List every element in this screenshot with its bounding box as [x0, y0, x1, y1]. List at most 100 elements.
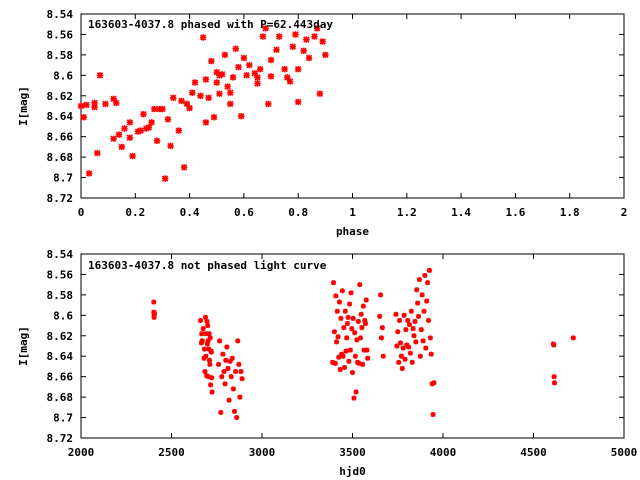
- data-point: [237, 394, 243, 400]
- data-point: [402, 356, 408, 362]
- x-tick-label: 4500: [520, 446, 547, 459]
- data-point: [259, 33, 267, 40]
- data-point: [316, 90, 324, 97]
- data-point: [284, 74, 291, 81]
- data-point: [233, 369, 239, 375]
- y-tick-label: 8.7: [53, 172, 73, 185]
- x-tick-label: 3500: [339, 446, 366, 459]
- x-tick-label: 0.2: [125, 206, 145, 219]
- data-point: [209, 389, 215, 395]
- data-point: [419, 292, 425, 298]
- data-point: [350, 315, 356, 321]
- data-point: [223, 357, 229, 363]
- data-point: [292, 31, 299, 38]
- x-tick-label: 3000: [249, 446, 276, 459]
- data-point: [235, 63, 242, 71]
- data-point: [240, 54, 248, 62]
- data-point: [347, 347, 353, 353]
- data-point: [137, 127, 144, 134]
- x-tick-label: 2: [621, 206, 628, 219]
- data-point: [203, 353, 209, 359]
- data-point: [216, 72, 223, 79]
- data-point: [358, 311, 364, 317]
- data-point: [430, 411, 436, 417]
- data-point: [121, 125, 128, 132]
- data-point: [126, 134, 134, 141]
- data-point: [180, 164, 188, 171]
- data-point: [221, 369, 227, 375]
- data-point: [213, 79, 220, 86]
- data-point: [359, 325, 365, 331]
- data-point: [397, 340, 403, 346]
- y-tick-label: 8.58: [47, 49, 74, 62]
- data-point: [352, 330, 358, 336]
- data-point: [322, 51, 329, 59]
- data-point: [395, 329, 401, 335]
- data-point: [377, 313, 383, 319]
- data-point: [273, 46, 280, 53]
- data-point: [363, 297, 369, 303]
- data-point: [348, 290, 354, 296]
- unphased-plot-title: 163603-4037.8 not phased light curve: [88, 259, 327, 272]
- data-point: [357, 282, 363, 288]
- y-tick-label: 8.58: [47, 289, 74, 302]
- phased-x-axis-label: phase: [336, 225, 369, 238]
- y-tick-label: 8.6: [53, 309, 73, 322]
- data-point: [140, 110, 147, 118]
- data-point: [357, 335, 363, 341]
- unphased-plot-ticks: 2000 2500 3000 3500 4000 4500 5000 8.54 8.56 8.58…: [47, 248, 638, 459]
- data-point: [378, 335, 384, 341]
- phased-data-points: [77, 25, 329, 182]
- data-point: [411, 333, 417, 339]
- data-point: [145, 124, 153, 131]
- data-point: [407, 322, 413, 328]
- data-point: [295, 98, 302, 106]
- data-point: [229, 74, 237, 81]
- data-point: [231, 408, 237, 414]
- data-point: [205, 338, 211, 344]
- data-point: [360, 303, 366, 309]
- data-point: [85, 170, 93, 177]
- data-point: [412, 318, 418, 324]
- y-tick-label: 8.68: [47, 391, 74, 404]
- data-point: [347, 301, 353, 307]
- data-point: [216, 90, 223, 97]
- data-point: [202, 76, 210, 83]
- data-point: [226, 397, 232, 403]
- data-point: [416, 277, 422, 283]
- x-tick-label: 2000: [68, 446, 95, 459]
- data-point: [110, 95, 117, 103]
- data-point: [126, 119, 134, 126]
- data-point: [199, 34, 207, 41]
- data-point: [275, 33, 283, 40]
- data-point: [350, 370, 355, 376]
- data-point: [221, 51, 229, 59]
- data-point: [151, 299, 157, 305]
- y-tick-label: 8.72: [47, 192, 74, 205]
- data-point: [80, 114, 87, 121]
- data-point: [379, 325, 385, 331]
- data-point: [415, 300, 421, 306]
- phased-y-axis-label: I[mag]: [17, 86, 30, 126]
- data-point: [355, 318, 361, 324]
- data-point: [204, 318, 210, 324]
- data-point: [218, 409, 224, 415]
- data-point: [431, 380, 437, 386]
- data-point: [281, 66, 288, 73]
- data-point: [115, 131, 123, 138]
- y-tick-label: 8.68: [47, 151, 74, 164]
- data-point: [243, 72, 250, 79]
- data-point: [83, 101, 90, 109]
- data-point: [203, 331, 209, 337]
- data-point: [238, 369, 244, 375]
- data-point: [213, 69, 220, 76]
- y-tick-label: 8.66: [47, 131, 74, 144]
- x-tick-label: 0.6: [234, 206, 254, 219]
- y-tick-label: 8.62: [47, 330, 74, 343]
- data-point: [337, 367, 343, 373]
- data-point: [410, 326, 416, 332]
- data-point: [362, 317, 368, 323]
- data-point: [77, 102, 85, 110]
- data-point: [205, 94, 212, 102]
- data-point: [399, 365, 405, 371]
